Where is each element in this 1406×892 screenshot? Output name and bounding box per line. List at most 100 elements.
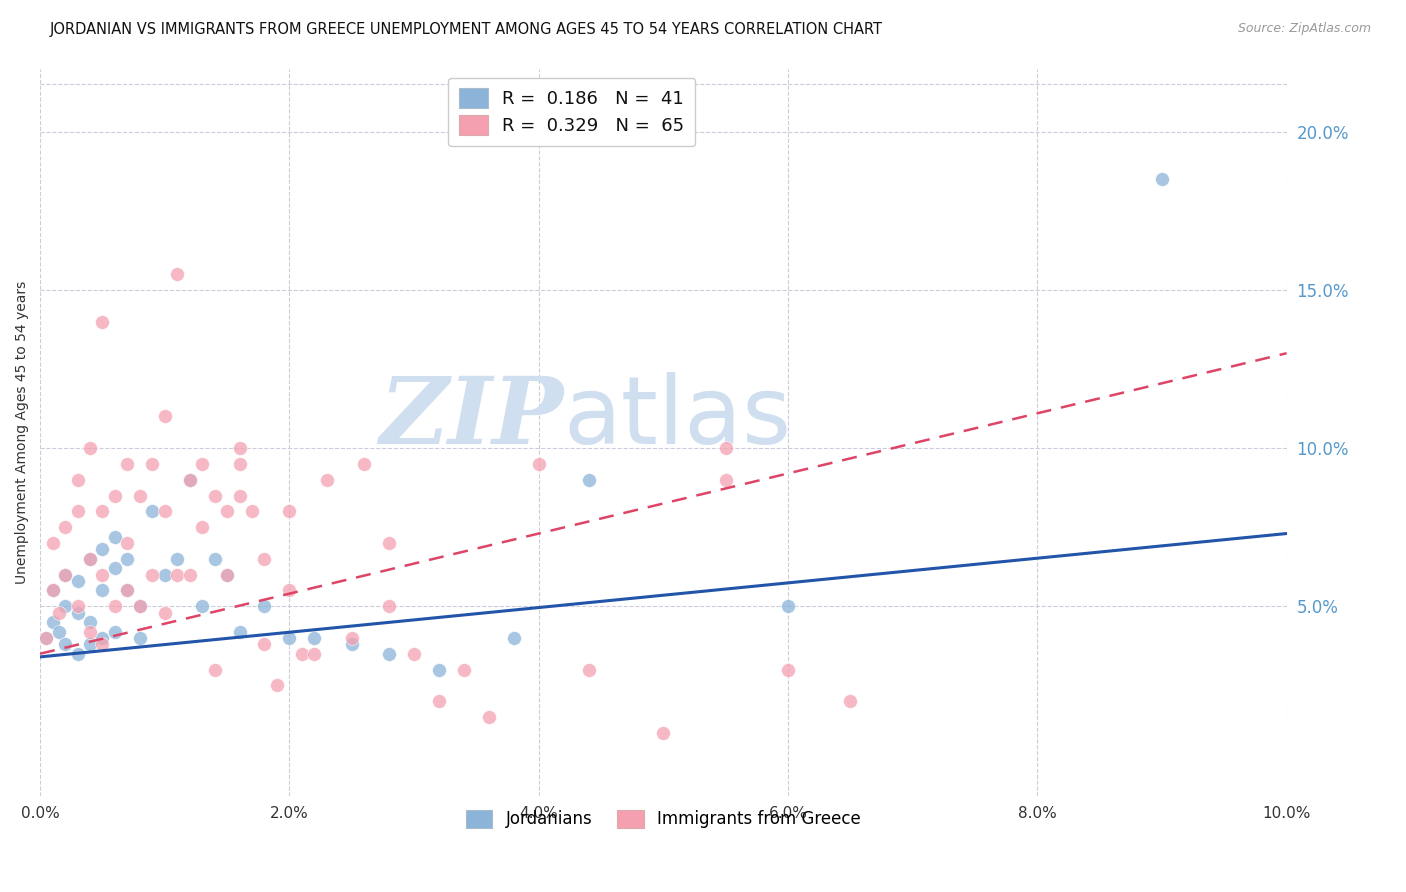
Point xyxy=(578,473,600,487)
Point xyxy=(166,567,188,582)
Point xyxy=(104,489,127,503)
Point xyxy=(91,504,114,518)
Point xyxy=(253,637,276,651)
Point xyxy=(776,663,799,677)
Point xyxy=(153,504,176,518)
Point xyxy=(91,315,114,329)
Point xyxy=(315,473,337,487)
Point xyxy=(166,267,188,281)
Point xyxy=(427,694,450,708)
Point xyxy=(41,583,63,598)
Point xyxy=(91,631,114,645)
Point xyxy=(66,504,89,518)
Text: JORDANIAN VS IMMIGRANTS FROM GREECE UNEMPLOYMENT AMONG AGES 45 TO 54 YEARS CORRE: JORDANIAN VS IMMIGRANTS FROM GREECE UNEM… xyxy=(49,22,882,37)
Point xyxy=(66,606,89,620)
Point xyxy=(204,552,226,566)
Point xyxy=(104,561,127,575)
Point xyxy=(378,599,401,614)
Point xyxy=(240,504,263,518)
Point xyxy=(53,637,76,651)
Point xyxy=(191,599,214,614)
Text: atlas: atlas xyxy=(564,372,792,464)
Point xyxy=(378,536,401,550)
Y-axis label: Unemployment Among Ages 45 to 54 years: Unemployment Among Ages 45 to 54 years xyxy=(15,281,30,584)
Point xyxy=(578,663,600,677)
Point xyxy=(839,694,862,708)
Point xyxy=(35,631,58,645)
Point xyxy=(153,567,176,582)
Point xyxy=(117,552,139,566)
Point xyxy=(66,574,89,588)
Point xyxy=(117,536,139,550)
Point xyxy=(353,457,375,471)
Point xyxy=(53,567,76,582)
Legend: Jordanians, Immigrants from Greece: Jordanians, Immigrants from Greece xyxy=(458,803,868,835)
Point xyxy=(228,441,250,455)
Point xyxy=(179,473,201,487)
Point xyxy=(204,489,226,503)
Point xyxy=(117,583,139,598)
Point xyxy=(217,567,239,582)
Point xyxy=(253,599,276,614)
Point xyxy=(117,457,139,471)
Point xyxy=(179,567,201,582)
Point xyxy=(104,599,127,614)
Point xyxy=(117,583,139,598)
Point xyxy=(91,637,114,651)
Point xyxy=(278,583,301,598)
Point xyxy=(340,637,363,651)
Point xyxy=(179,473,201,487)
Point xyxy=(104,624,127,639)
Point xyxy=(91,542,114,557)
Text: Source: ZipAtlas.com: Source: ZipAtlas.com xyxy=(1237,22,1371,36)
Point xyxy=(217,567,239,582)
Point xyxy=(128,599,150,614)
Point xyxy=(53,520,76,534)
Point xyxy=(66,647,89,661)
Point xyxy=(217,504,239,518)
Point xyxy=(153,606,176,620)
Point xyxy=(304,631,326,645)
Point xyxy=(79,624,101,639)
Point xyxy=(502,631,524,645)
Point xyxy=(48,606,70,620)
Point xyxy=(304,647,326,661)
Point xyxy=(35,631,58,645)
Point xyxy=(104,530,127,544)
Point xyxy=(141,457,163,471)
Point xyxy=(53,599,76,614)
Point xyxy=(153,409,176,424)
Point xyxy=(291,647,314,661)
Point xyxy=(79,615,101,629)
Point xyxy=(278,631,301,645)
Point xyxy=(714,473,737,487)
Point xyxy=(453,663,475,677)
Point xyxy=(228,489,250,503)
Point xyxy=(204,663,226,677)
Point xyxy=(402,647,425,661)
Point xyxy=(91,583,114,598)
Point xyxy=(66,599,89,614)
Point xyxy=(340,631,363,645)
Point xyxy=(266,678,288,692)
Point xyxy=(714,441,737,455)
Point xyxy=(128,599,150,614)
Point xyxy=(141,567,163,582)
Point xyxy=(166,552,188,566)
Point xyxy=(228,457,250,471)
Point xyxy=(427,663,450,677)
Point xyxy=(141,504,163,518)
Point xyxy=(41,583,63,598)
Point xyxy=(79,637,101,651)
Point xyxy=(1150,172,1173,186)
Point xyxy=(41,615,63,629)
Point xyxy=(53,567,76,582)
Point xyxy=(41,536,63,550)
Point xyxy=(191,457,214,471)
Point xyxy=(128,631,150,645)
Point xyxy=(278,504,301,518)
Point xyxy=(776,599,799,614)
Point xyxy=(253,552,276,566)
Point xyxy=(652,726,675,740)
Point xyxy=(48,624,70,639)
